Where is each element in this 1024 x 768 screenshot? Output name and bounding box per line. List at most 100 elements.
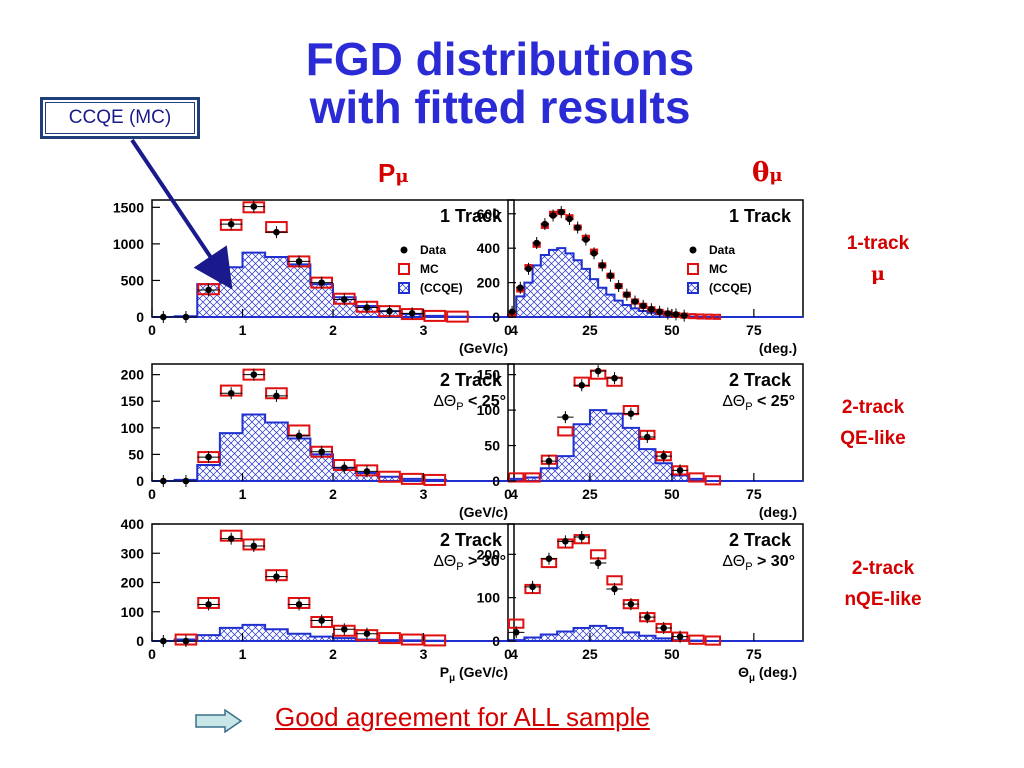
data-point: [341, 626, 348, 633]
data-point: [660, 624, 667, 632]
row-label-2-line1: 2-track: [841, 397, 905, 418]
mc-box: [423, 634, 447, 647]
data-point: [672, 311, 680, 318]
data-point: [160, 637, 167, 645]
data-point: [250, 542, 258, 550]
data-point: [664, 310, 672, 317]
data-point: [273, 573, 280, 580]
legend-data-label: Data: [709, 243, 735, 257]
right-arrow-icon: [195, 709, 243, 733]
data-point: [227, 535, 235, 542]
data-point: [639, 302, 647, 310]
data-point: [182, 477, 190, 485]
x-tick-label: 75: [746, 646, 762, 662]
x-tick-label: 25: [582, 322, 598, 338]
mc-box: [712, 313, 722, 320]
page-title-line1: FGD distributions: [305, 33, 695, 85]
row-label-1track: 1-track μ: [818, 228, 938, 290]
x-axis-label: (deg.): [759, 504, 797, 520]
y-tick-label: 0: [136, 633, 144, 649]
y-tick-label: 0: [492, 473, 500, 489]
x-axis-label: (GeV/c): [459, 504, 508, 520]
data-point: [273, 392, 280, 400]
data-point: [627, 600, 635, 608]
x-tick-label: 25: [582, 646, 598, 662]
x-tick-label: 50: [664, 646, 680, 662]
data-point: [529, 583, 536, 591]
data-point: [611, 374, 618, 382]
y-tick-label: 400: [121, 516, 145, 532]
plot-subtitle: ΔΘP < 25°: [722, 393, 795, 413]
y-tick-label: 200: [121, 367, 145, 383]
data-point: [623, 291, 631, 298]
x-tick-label: 0: [148, 322, 156, 338]
column-head-theta-sub: μ: [769, 165, 783, 186]
x-axis-label: Pμ (GeV/c): [440, 664, 508, 684]
y-tick-label: 0: [492, 309, 500, 325]
legend-mc-label: MC: [420, 262, 439, 276]
ccqe-histogram: [507, 409, 803, 482]
x-tick-label: 4: [510, 486, 518, 502]
chart-2track-nqe-angle: 0 25 50 75 0 100 200 Θμ (deg.) 2 Track ΔΘP > 30°: [477, 523, 804, 684]
data-point: [408, 310, 416, 317]
data-point: [644, 433, 651, 441]
legend-mc-label: MC: [709, 262, 728, 276]
data-point: [660, 452, 667, 460]
mc-box: [688, 313, 697, 320]
y-tick-label: 100: [121, 420, 145, 436]
data-point: [656, 308, 663, 316]
data-point: [295, 258, 303, 265]
data-point: [318, 279, 325, 286]
plot-subtitle: ΔΘP > 30°: [722, 553, 795, 573]
x-tick-label: 75: [746, 486, 762, 502]
data-point: [205, 286, 212, 294]
column-head-p-sub: μ: [395, 166, 409, 187]
mc-box: [400, 633, 424, 646]
y-tick-label: 300: [121, 545, 145, 561]
y-tick-label: 50: [128, 446, 144, 462]
data-point: [615, 282, 622, 290]
legend-mc-marker: [398, 263, 410, 275]
plot-subtitle: ΔΘP > 30°: [433, 553, 506, 573]
legend-ccqe-label: (CCQE): [709, 281, 752, 295]
y-tick-label: 100: [477, 590, 501, 606]
data-point: [227, 389, 235, 397]
data-point: [557, 208, 565, 216]
data-point: [525, 265, 532, 273]
y-tick-label: 0: [492, 633, 500, 649]
x-tick-label: 2: [329, 322, 337, 338]
data-point: [676, 467, 684, 474]
mc-box: [378, 632, 401, 645]
column-head-theta: θ: [752, 158, 770, 188]
x-tick-label: 75: [746, 322, 762, 338]
row-label-3-line2: nQE-like: [844, 589, 922, 610]
data-point: [516, 284, 524, 292]
row-label-2track-nqe: 2-track nQE-like: [818, 553, 948, 615]
y-tick-label: 50: [484, 438, 500, 454]
footer-statement[interactable]: Good agreement for ALL sample: [275, 702, 650, 732]
legend-data-marker: [689, 246, 697, 254]
legend-data-marker: [400, 246, 408, 254]
x-tick-label: 2: [329, 486, 337, 502]
data-point: [205, 453, 212, 461]
data-point: [205, 601, 212, 608]
row-label-2-line2: QE-like: [840, 428, 906, 449]
mc-box: [524, 472, 541, 483]
data-point: [562, 538, 569, 545]
data-point: [680, 312, 688, 319]
data-point: [318, 448, 325, 456]
y-tick-label: 400: [477, 240, 501, 256]
data-point: [545, 457, 553, 465]
x-axis-label: (GeV/c): [459, 340, 508, 356]
mc-box: [557, 426, 574, 437]
chart-1track-angle: 0 25 50 75 0 200 400 600 (deg.) 1 Track Data MC (CCQ…: [477, 199, 804, 356]
mc-box: [423, 473, 447, 486]
data-point: [545, 555, 553, 562]
data-point: [611, 585, 618, 593]
data-point: [578, 381, 586, 389]
x-axis-label: (deg.): [759, 340, 797, 356]
data-point: [574, 224, 581, 231]
data-point: [533, 239, 540, 247]
plot-subtitle: ΔΘP < 25°: [433, 393, 506, 413]
